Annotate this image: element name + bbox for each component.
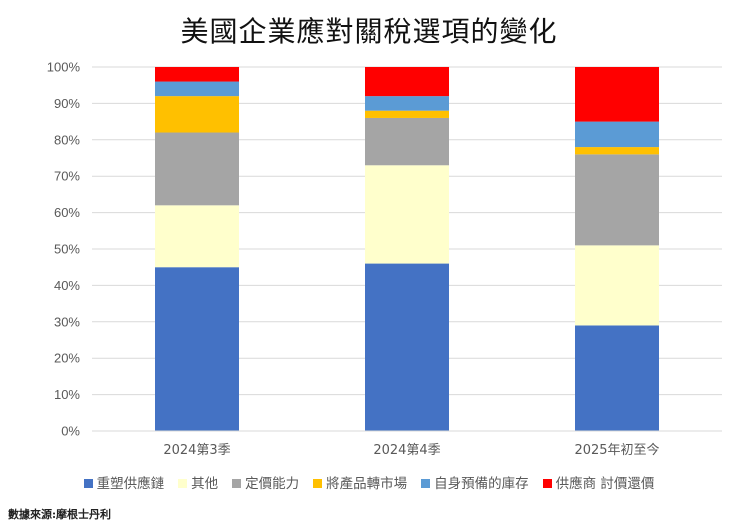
bar-segment — [365, 67, 449, 97]
y-tick-label: 20% — [54, 351, 80, 366]
legend-label: 其他 — [191, 476, 219, 492]
legend-item: 其他 — [178, 472, 218, 492]
bar-segment — [155, 67, 239, 82]
legend-item: 定價能力 — [232, 472, 299, 492]
bars — [155, 67, 659, 431]
y-tick-label: 50% — [54, 242, 80, 257]
y-tick-label: 80% — [54, 132, 80, 147]
legend: 重塑供應鏈 其他 定價能力 將產品轉市場 自身預備的庫存 供應商 討價還價 — [0, 472, 738, 492]
legend-label: 定價能力 — [245, 476, 300, 492]
x-axis-labels: 2024第3季 2024第4季 2025年初至今 — [92, 430, 722, 458]
y-tick-label: 90% — [54, 96, 80, 111]
y-tick-label: 0% — [61, 424, 80, 439]
bar-segment — [365, 165, 449, 264]
bar-segment — [155, 81, 239, 97]
legend-swatch — [542, 479, 552, 488]
bar-segment — [575, 154, 659, 246]
legend-swatch — [421, 479, 431, 488]
legend-label: 重塑供應鏈 — [96, 476, 165, 492]
legend-swatch — [313, 479, 323, 488]
legend-item: 重塑供應鏈 — [83, 472, 165, 492]
bar-segment — [575, 325, 659, 431]
legend-label: 自身預備的庫存 — [434, 476, 529, 492]
bar-segment — [575, 121, 659, 148]
x-tick-label: 2024第4季 — [373, 443, 440, 458]
legend-label: 將產品轉市場 — [326, 476, 408, 492]
y-tick-label: 60% — [54, 205, 80, 220]
y-tick-label: 70% — [54, 169, 80, 184]
x-tick-label: 2025年初至今 — [574, 442, 659, 458]
bar-segment — [575, 245, 659, 326]
bar-segment — [365, 96, 449, 111]
bar-segment — [365, 263, 449, 431]
y-axis-ticks: 0% 10% 20% 30% 40% 50% 60% 70% 80% 90% 100% — [47, 60, 81, 439]
y-tick-label: 10% — [54, 387, 80, 402]
legend-label: 供應商 討價還價 — [555, 476, 655, 492]
chart-title: 美國企業應對關稅選項的變化 — [180, 15, 558, 48]
bar-segment — [575, 67, 659, 122]
bar-segment — [155, 205, 239, 268]
bar-segment — [365, 117, 449, 166]
legend-item: 供應商 討價還價 — [542, 472, 655, 492]
legend-swatch — [232, 479, 242, 488]
legend-item: 自身預備的庫存 — [421, 472, 529, 492]
y-tick-label: 30% — [54, 314, 80, 329]
bar-segment — [155, 267, 239, 431]
legend-swatch — [83, 479, 93, 488]
legend-swatch — [178, 479, 188, 488]
x-tick-label: 2024第3季 — [163, 443, 230, 458]
bar-segment — [365, 110, 449, 118]
legend-item: 將產品轉市場 — [313, 472, 407, 492]
source-note: 數據來源:摩根士丹利 — [8, 508, 112, 521]
bar-segment — [575, 147, 659, 155]
bar-segment — [155, 132, 239, 206]
y-tick-label: 100% — [47, 60, 81, 75]
y-tick-label: 40% — [54, 278, 80, 293]
bar-segment — [155, 96, 239, 133]
